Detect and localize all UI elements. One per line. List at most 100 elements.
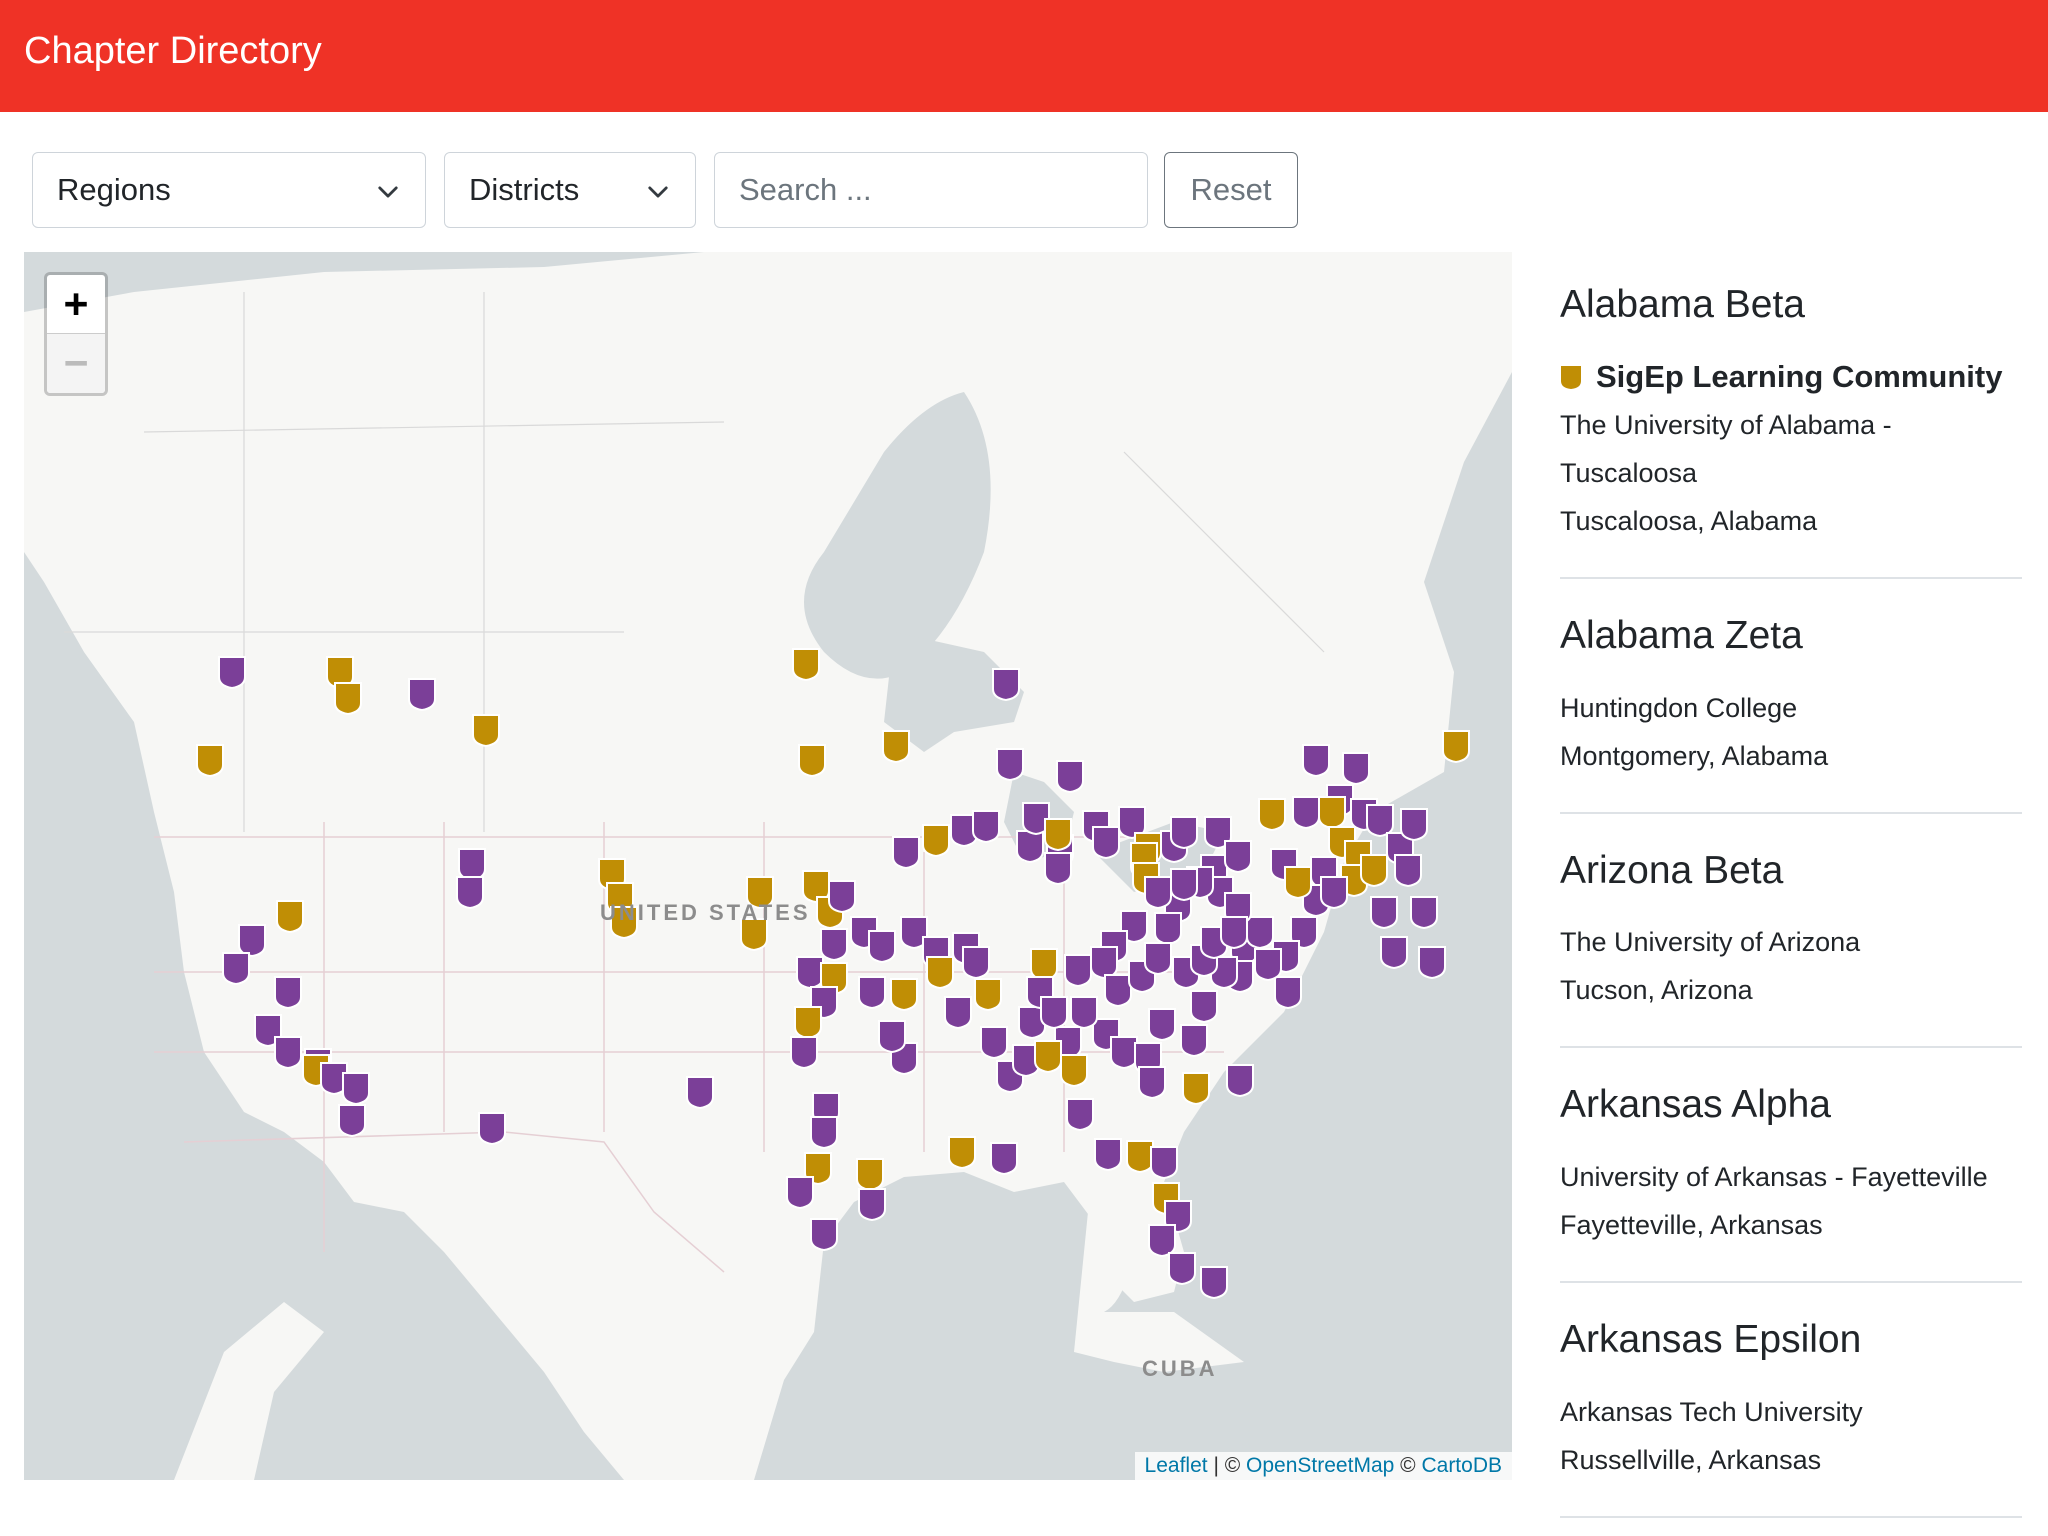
chapter-marker-icon[interactable] (1017, 1005, 1047, 1039)
slc-marker-icon[interactable] (1317, 795, 1347, 829)
chapter-marker-icon[interactable] (1179, 1023, 1209, 1057)
chapter-marker-icon[interactable] (995, 747, 1025, 781)
chapter-marker-icon[interactable] (341, 1071, 371, 1105)
chapter-marker-icon[interactable] (1153, 911, 1183, 945)
reset-button[interactable]: Reset (1164, 152, 1298, 228)
chapter-marker-icon[interactable] (819, 927, 849, 961)
chapter-marker-icon[interactable] (685, 1075, 715, 1109)
chapter-marker-icon[interactable] (1399, 807, 1429, 841)
chapter-marker-icon[interactable] (1103, 973, 1133, 1007)
cartodb-link[interactable]: CartoDB (1421, 1454, 1502, 1477)
slc-marker-icon[interactable] (1441, 729, 1471, 763)
chapter-marker-icon[interactable] (961, 945, 991, 979)
chapter-marker-icon[interactable] (1365, 803, 1395, 837)
chapter-marker-icon[interactable] (273, 1035, 303, 1069)
chapter-marker-icon[interactable] (1043, 851, 1073, 885)
chapter-marker-icon[interactable] (989, 1141, 1019, 1175)
districts-select[interactable]: Districts (444, 152, 696, 228)
chapter-marker-icon[interactable] (1223, 839, 1253, 873)
chapter-marker-icon[interactable] (867, 929, 897, 963)
chapter-marker-icon[interactable] (455, 875, 485, 909)
chapter-marker-icon[interactable] (857, 1187, 887, 1221)
chapter-marker-icon[interactable] (1253, 947, 1283, 981)
chapter-marker-icon[interactable] (1117, 805, 1147, 839)
chapter-marker-icon[interactable] (1273, 975, 1303, 1009)
chapter-marker-icon[interactable] (1245, 915, 1275, 949)
chapter-marker-icon[interactable] (221, 951, 251, 985)
slc-marker-icon[interactable] (1181, 1071, 1211, 1105)
chapter-marker-icon[interactable] (1409, 895, 1439, 929)
chapter-marker-icon[interactable] (1393, 853, 1423, 887)
chapter-marker-icon[interactable] (857, 975, 887, 1009)
openstreetmap-link[interactable]: OpenStreetMap (1246, 1454, 1395, 1477)
chapter-marker-icon[interactable] (877, 1019, 907, 1053)
chapter-marker-icon[interactable] (1147, 1223, 1177, 1257)
chapter-marker-icon[interactable] (217, 655, 247, 689)
zoom-in-button[interactable]: + (47, 275, 105, 334)
chapter-marker-icon[interactable] (1039, 995, 1069, 1029)
chapter-marker-icon[interactable] (785, 1175, 815, 1209)
chapter-marker-icon[interactable] (237, 923, 267, 957)
list-item[interactable]: Alabama Beta SigEp Learning Community Th… (1560, 282, 2022, 579)
chapter-marker-icon[interactable] (1055, 759, 1085, 793)
chapter-marker-icon[interactable] (1225, 1063, 1255, 1097)
chapter-marker-icon[interactable] (1063, 953, 1093, 987)
list-item[interactable]: Arkansas Alpha University of Arkansas - … (1560, 1082, 2022, 1284)
chapter-marker-icon[interactable] (827, 879, 857, 913)
chapter-marker-icon[interactable] (979, 1025, 1009, 1059)
chapter-marker-icon[interactable] (1319, 875, 1349, 909)
slc-marker-icon[interactable] (881, 729, 911, 763)
chapter-marker-icon[interactable] (1137, 1065, 1167, 1099)
slc-marker-icon[interactable] (745, 875, 775, 909)
chapter-marker-icon[interactable] (789, 1035, 819, 1069)
chapter-marker-icon[interactable] (1219, 915, 1249, 949)
chapter-marker-icon[interactable] (991, 667, 1021, 701)
slc-marker-icon[interactable] (921, 823, 951, 857)
chapter-marker-icon[interactable] (1149, 1145, 1179, 1179)
chapter-marker-icon[interactable] (1015, 829, 1045, 863)
chapter-marker-icon[interactable] (337, 1103, 367, 1137)
chapter-marker-icon[interactable] (1167, 1251, 1197, 1285)
chapter-marker-icon[interactable] (1379, 935, 1409, 969)
chapter-marker-icon[interactable] (1069, 995, 1099, 1029)
slc-marker-icon[interactable] (797, 743, 827, 777)
slc-marker-icon[interactable] (195, 743, 225, 777)
chapter-marker-icon[interactable] (1091, 825, 1121, 859)
chapter-marker-icon[interactable] (1169, 867, 1199, 901)
slc-marker-icon[interactable] (471, 713, 501, 747)
slc-marker-icon[interactable] (791, 647, 821, 681)
slc-marker-icon[interactable] (855, 1157, 885, 1191)
slc-marker-icon[interactable] (609, 905, 639, 939)
slc-marker-icon[interactable] (947, 1135, 977, 1169)
slc-marker-icon[interactable] (1283, 865, 1313, 899)
chapter-marker-icon[interactable] (891, 835, 921, 869)
chapter-marker-icon[interactable] (1169, 815, 1199, 849)
slc-marker-icon[interactable] (889, 977, 919, 1011)
chapter-marker-icon[interactable] (1199, 1265, 1229, 1299)
chapter-marker-icon[interactable] (809, 1115, 839, 1149)
chapter-marker-icon[interactable] (1147, 1007, 1177, 1041)
slc-marker-icon[interactable] (973, 977, 1003, 1011)
slc-marker-icon[interactable] (1359, 853, 1389, 887)
chapter-marker-icon[interactable] (1143, 875, 1173, 909)
list-item[interactable]: Alabama Zeta Huntingdon College Montgome… (1560, 613, 2022, 814)
chapter-marker-icon[interactable] (971, 809, 1001, 843)
slc-marker-icon[interactable] (275, 899, 305, 933)
chapter-marker-icon[interactable] (943, 995, 973, 1029)
chapter-marker-icon[interactable] (809, 1217, 839, 1251)
list-item[interactable]: Arkansas Epsilon Arkansas Tech Universit… (1560, 1317, 2022, 1518)
slc-marker-icon[interactable] (925, 955, 955, 989)
chapter-marker-icon[interactable] (1093, 1137, 1123, 1171)
chapter-map[interactable]: UNITED STATES CUBA + − Leaflet | © OpenS… (24, 252, 1512, 1480)
slc-marker-icon[interactable] (739, 917, 769, 951)
leaflet-link[interactable]: Leaflet (1144, 1454, 1208, 1477)
chapter-marker-icon[interactable] (1301, 743, 1331, 777)
chapter-marker-icon[interactable] (407, 677, 437, 711)
chapter-marker-icon[interactable] (1417, 945, 1447, 979)
chapter-marker-icon[interactable] (273, 975, 303, 1009)
chapter-marker-icon[interactable] (1143, 941, 1173, 975)
zoom-out-button[interactable]: − (47, 334, 105, 393)
chapter-marker-icon[interactable] (1065, 1097, 1095, 1131)
chapter-marker-icon[interactable] (1341, 751, 1371, 785)
regions-select[interactable]: Regions (32, 152, 426, 228)
